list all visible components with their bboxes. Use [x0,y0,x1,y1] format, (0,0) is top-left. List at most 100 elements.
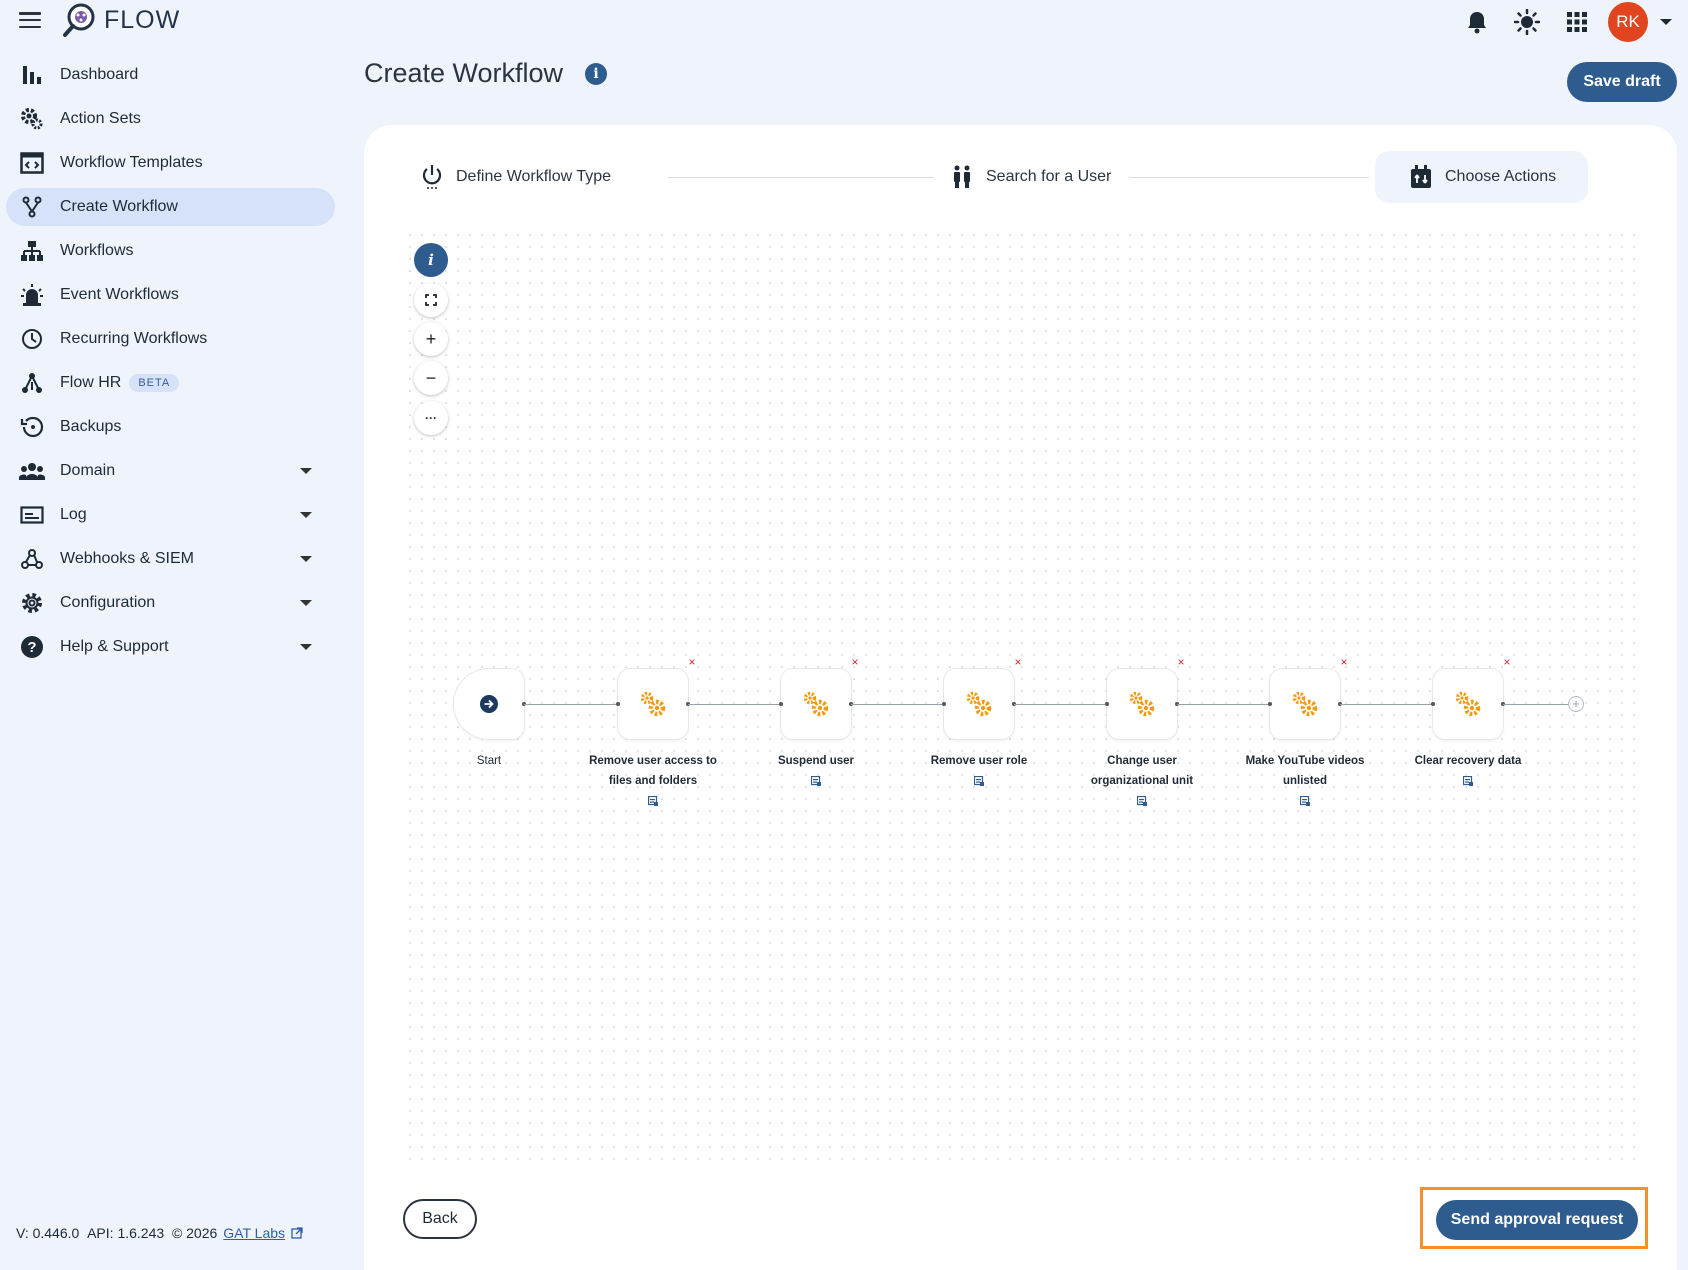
input-port[interactable] [616,702,620,706]
sidebar-item-recurring-workflows[interactable]: Recurring Workflows [6,320,334,358]
arrow-right-circle-icon [480,695,498,713]
app-logo[interactable]: FLOW [62,2,180,38]
more-icon[interactable]: ··· [414,401,448,435]
workflow-canvas[interactable]: i + − ··· Start × Remove user access to f… [404,229,1636,1169]
sidebar-item-log[interactable]: Log [6,496,334,534]
action-node[interactable] [1105,669,1179,739]
input-port[interactable] [1268,702,1272,706]
apps-grid-icon[interactable] [1552,3,1602,41]
help-icon: ? [18,633,46,661]
action-node-label-text: Change user organizational unit [1090,755,1194,787]
sidebar-item-event-workflows[interactable]: Event Workflows [6,276,334,314]
bar-chart-icon [18,61,46,89]
action-node-label-text: Clear recovery data [1414,755,1522,767]
edit-action-icon[interactable] [973,773,984,786]
theme-toggle-icon[interactable] [1502,3,1552,41]
save-draft-button[interactable]: Save draft [1567,62,1677,102]
app-name: FLOW [104,5,181,34]
send-approval-request-button[interactable]: Send approval request [1436,1200,1638,1240]
sidebar-item-webhooks-siem[interactable]: Webhooks & SIEM [6,540,334,578]
sidebar-item-create-workflow[interactable]: Create Workflow [6,188,335,226]
chevron-down-icon[interactable] [300,556,312,562]
chevron-down-icon[interactable] [300,468,312,474]
sidebar-item-help-support[interactable]: ? Help & Support [6,628,334,666]
remove-node-icon[interactable]: × [1503,655,1511,669]
start-node[interactable] [454,669,526,739]
info-icon[interactable]: i [585,62,608,85]
edge-connector [1503,704,1568,705]
sidebar-item-label: Event Workflows [60,286,179,303]
edit-action-icon[interactable] [1462,773,1473,786]
api-version-text: API: 1.6.243 [87,1225,165,1241]
edit-action-icon[interactable] [647,793,658,806]
sidebar-item-backups[interactable]: Backups [6,408,334,446]
remove-node-icon[interactable]: × [1177,655,1185,669]
start-label: Start [476,755,502,767]
beta-badge: BETA [129,374,180,392]
webhook-icon [18,545,46,573]
step-choose-actions[interactable]: Choose Actions [1375,151,1589,203]
log-icon [18,501,46,529]
account-menu-chevron-icon[interactable] [1660,19,1672,25]
action-node[interactable] [942,669,1016,739]
edge-connector [688,704,781,705]
remove-node-icon[interactable]: × [688,655,696,669]
chevron-down-icon[interactable] [300,512,312,518]
sidebar-item-workflows[interactable]: Workflows [6,232,334,270]
gears-icon [1127,689,1157,719]
remove-node-icon[interactable]: × [851,655,859,669]
menu-icon[interactable] [19,12,41,28]
step-define-workflow-type[interactable]: Define Workflow Type [420,151,611,203]
action-node-label-text: Suspend user [777,755,855,767]
action-node[interactable] [616,669,690,739]
company-link[interactable]: GAT Labs [223,1225,286,1241]
send-approval-highlight: Send approval request [1420,1187,1648,1249]
remove-node-icon[interactable]: × [1340,655,1348,669]
fit-view-icon[interactable] [414,283,448,317]
input-port[interactable] [1431,702,1435,706]
sidebar-item-dashboard[interactable]: Dashboard [6,56,334,94]
people-icon [18,457,46,485]
alarm-icon [18,281,46,309]
external-link-icon[interactable] [291,1227,303,1239]
zoom-in-icon[interactable]: + [414,322,448,356]
sidebar-item-flow-hr[interactable]: Flow HR BETA [6,364,334,402]
canvas-info-icon[interactable]: i [414,243,448,277]
chevron-down-icon[interactable] [300,644,312,650]
sidebar-item-label: Help & Support [60,638,169,655]
edit-action-icon[interactable] [810,773,821,786]
input-port[interactable] [942,702,946,706]
sidebar-item-label: Log [60,506,87,523]
sidebar-item-label: Backups [60,418,122,435]
edit-action-icon[interactable] [1299,793,1310,806]
sidebar-item-workflow-templates[interactable]: Workflow Templates [6,144,334,182]
sidebar-item-action-sets[interactable]: Action Sets [6,100,334,138]
action-node-label-text: Remove user role [930,755,1028,767]
remove-node-icon[interactable]: × [1014,655,1022,669]
input-port[interactable] [1105,702,1109,706]
step-connector [1129,177,1369,178]
action-node[interactable] [1431,669,1505,739]
sidebar-item-label: Action Sets [60,110,141,127]
action-node-label: Suspend user [741,751,891,786]
avatar[interactable]: RK [1608,2,1648,42]
zoom-out-icon[interactable]: − [414,361,448,395]
svg-text:?: ? [27,639,36,656]
chevron-down-icon[interactable] [300,600,312,606]
sidebar-item-label: Domain [60,462,116,479]
sidebar-item-configuration[interactable]: Configuration [6,584,334,622]
back-button[interactable]: Back [403,1199,477,1239]
notifications-icon[interactable] [1452,3,1502,41]
step-connector [668,177,934,178]
step-search-for-user[interactable]: Search for a User [950,151,1111,203]
sidebar-item-domain[interactable]: Domain [6,452,334,490]
page-title: Create Workflow i [364,58,608,89]
edge-connector [524,704,618,705]
action-node-label: Remove user role [904,751,1054,786]
page-title-text: Create Workflow [364,58,564,88]
input-port[interactable] [779,702,783,706]
action-node[interactable] [1268,669,1342,739]
edit-action-icon[interactable] [1136,793,1147,806]
action-node[interactable] [779,669,853,739]
add-node-icon[interactable]: + [1568,696,1584,712]
